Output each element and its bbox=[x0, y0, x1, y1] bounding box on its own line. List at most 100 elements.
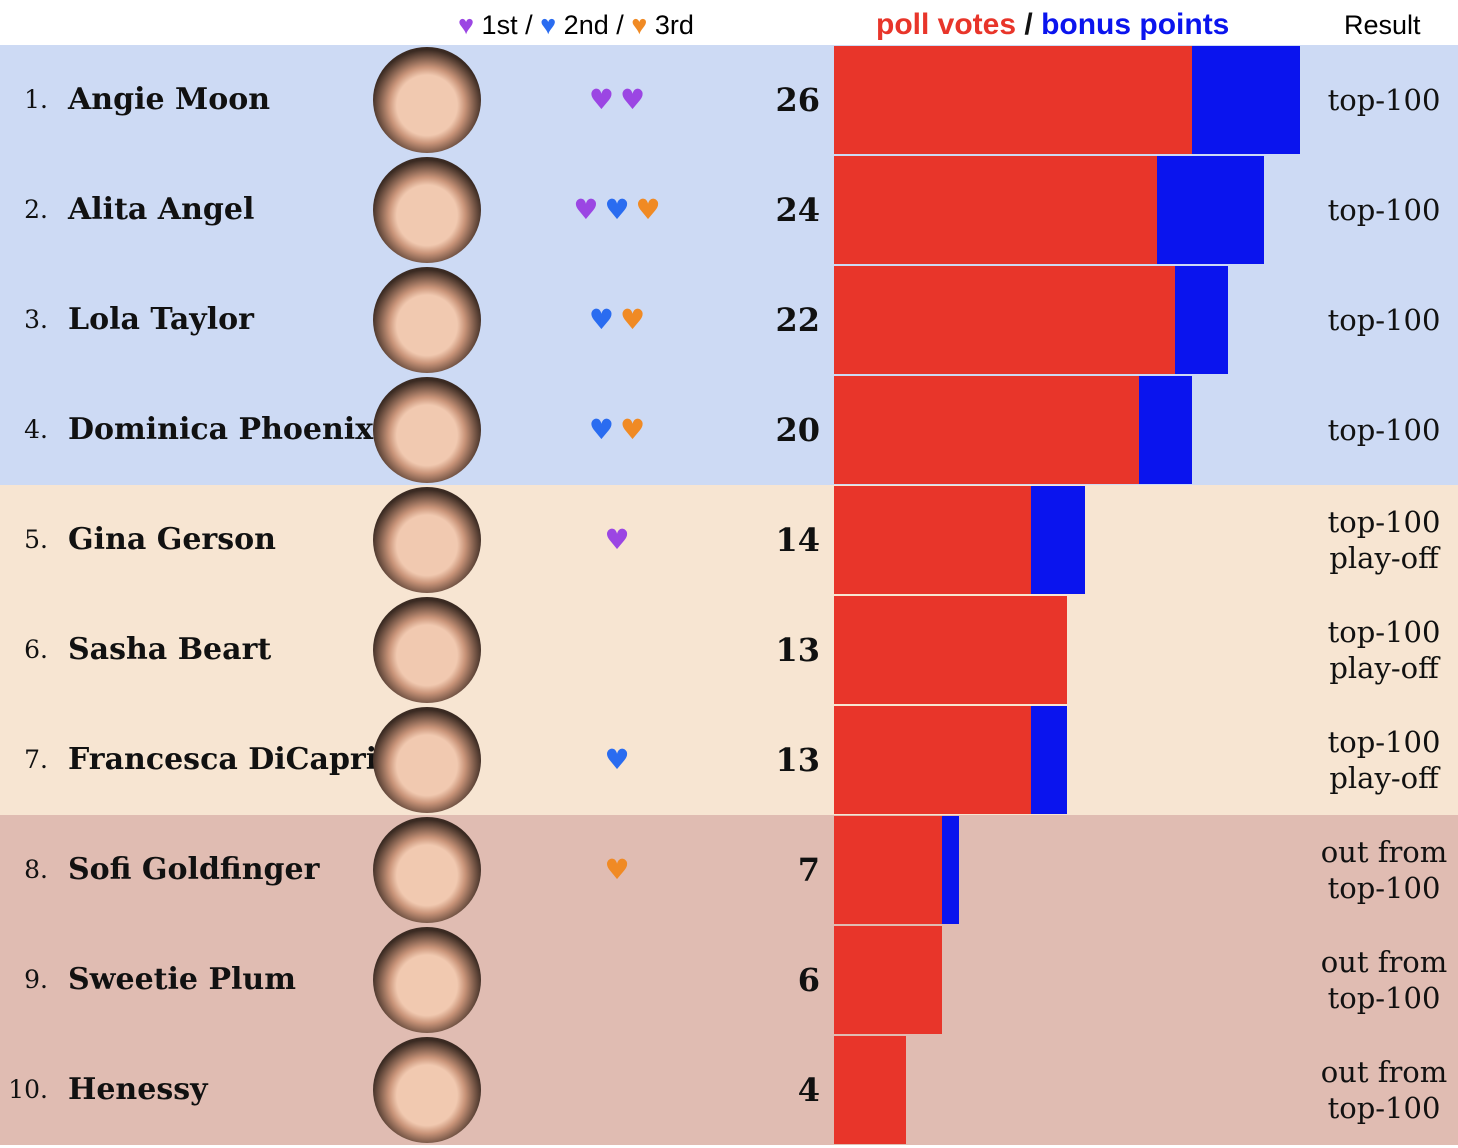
heart-3rd-icon: ♥ bbox=[620, 413, 652, 446]
rank: 2. bbox=[24, 195, 48, 224]
table-row: 1. Angie Moon ♥♥ 26 top-100 bbox=[0, 45, 1458, 155]
contestant-name: Lola Taylor bbox=[68, 302, 254, 337]
table-row: 3. Lola Taylor ♥♥ 22 top-100 bbox=[0, 265, 1458, 375]
separator: / bbox=[1024, 8, 1033, 41]
result: out from top-100 bbox=[1310, 1035, 1458, 1145]
bar-poll-votes bbox=[834, 266, 1175, 374]
result-line: top-100 bbox=[1327, 871, 1441, 905]
result: out from top-100 bbox=[1310, 925, 1458, 1035]
heart-3rd-icon: ♥ bbox=[635, 193, 667, 226]
score-label: 22 bbox=[775, 301, 820, 339]
bar-bonus-points bbox=[1031, 706, 1067, 814]
result-line: play-off bbox=[1329, 651, 1439, 685]
result: top-100 bbox=[1310, 265, 1458, 375]
result-line: play-off bbox=[1329, 761, 1439, 795]
avatar bbox=[373, 47, 481, 153]
legend-bonus-points: bonus points bbox=[1041, 8, 1230, 41]
separator: / bbox=[616, 10, 624, 40]
rank: 5. bbox=[24, 525, 48, 554]
table-row: 10. Henessy 4 out from top-100 bbox=[0, 1035, 1458, 1145]
bar-bonus-points bbox=[941, 816, 960, 924]
legend-poll-votes: poll votes bbox=[876, 8, 1017, 41]
score-label: 13 bbox=[775, 631, 820, 669]
contestant-name: Dominica Phoenix bbox=[68, 412, 374, 447]
heart-2nd-icon: ♥ bbox=[588, 303, 620, 336]
result-line: play-off bbox=[1329, 541, 1439, 575]
avatar bbox=[373, 377, 481, 483]
separator: / bbox=[525, 10, 533, 40]
hearts: ♥ bbox=[540, 485, 700, 595]
table-row: 5. Gina Gerson ♥ 14 top-100 play-off bbox=[0, 485, 1458, 595]
legend-second: 2nd bbox=[563, 10, 609, 40]
avatar bbox=[373, 157, 481, 263]
bar-poll-votes bbox=[834, 376, 1139, 484]
score-label: 14 bbox=[775, 521, 820, 559]
score-label: 6 bbox=[797, 961, 820, 999]
heart-3rd-icon: ♥ bbox=[604, 853, 636, 886]
hearts: ♥♥ bbox=[540, 375, 700, 485]
result: top-100 play-off bbox=[1310, 595, 1458, 705]
heart-2nd-icon: ♥ bbox=[604, 193, 636, 226]
avatar bbox=[373, 817, 481, 923]
rank: 3. bbox=[24, 305, 48, 334]
bar-poll-votes bbox=[834, 816, 942, 924]
contestant-name: Sofi Goldfinger bbox=[68, 852, 320, 887]
result: top-100 play-off bbox=[1310, 705, 1458, 815]
score-label: 24 bbox=[775, 191, 820, 229]
contestant-name: Gina Gerson bbox=[68, 522, 276, 557]
rank: 7. bbox=[24, 745, 48, 774]
rank: 6. bbox=[24, 635, 48, 664]
heart-purple-icon: ♥ bbox=[458, 10, 475, 40]
bar-bonus-points bbox=[1156, 156, 1265, 264]
contestant-name: Sweetie Plum bbox=[68, 962, 296, 997]
contestant-name: Sasha Beart bbox=[68, 632, 272, 667]
result: top-100 play-off bbox=[1310, 485, 1458, 595]
heart-2nd-icon: ♥ bbox=[588, 413, 620, 446]
result: top-100 bbox=[1310, 155, 1458, 265]
table-row: 9. Sweetie Plum 6 out from top-100 bbox=[0, 925, 1458, 1035]
avatar bbox=[373, 927, 481, 1033]
bar-poll-votes bbox=[834, 486, 1032, 594]
contestant-name: Francesca DiCaprio bbox=[68, 742, 398, 777]
legend-bars: poll votes / bonus points bbox=[876, 0, 1229, 45]
score-label: 4 bbox=[797, 1071, 820, 1109]
result-line: top-100 bbox=[1327, 1091, 1441, 1125]
hearts: ♥♥ bbox=[540, 45, 700, 155]
hearts: ♥ bbox=[540, 815, 700, 925]
hearts: ♥♥♥ bbox=[540, 155, 700, 265]
heart-blue-icon: ♥ bbox=[540, 10, 557, 40]
bar-poll-votes bbox=[834, 156, 1157, 264]
contestant-name: Angie Moon bbox=[68, 82, 271, 117]
rank: 8. bbox=[24, 855, 48, 884]
result-line: out from bbox=[1320, 1055, 1448, 1089]
bar-poll-votes bbox=[834, 926, 942, 1034]
heart-1st-icon: ♥ bbox=[573, 193, 605, 226]
legend-first: 1st bbox=[481, 10, 518, 40]
heart-2nd-icon: ♥ bbox=[604, 743, 636, 776]
legend-hearts: ♥ 1st / ♥ 2nd / ♥ 3rd bbox=[458, 0, 694, 45]
heart-orange-icon: ♥ bbox=[631, 10, 648, 40]
table-row: 6. Sasha Beart 13 top-100 play-off bbox=[0, 595, 1458, 705]
rank: 1. bbox=[24, 85, 48, 114]
score-label: 13 bbox=[775, 741, 820, 779]
bar-poll-votes bbox=[834, 1036, 906, 1144]
contestant-name: Henessy bbox=[68, 1072, 208, 1107]
bar-bonus-points bbox=[1031, 486, 1085, 594]
result-line: top-100 bbox=[1327, 413, 1441, 447]
hearts: ♥ bbox=[540, 705, 700, 815]
bar-poll-votes bbox=[834, 706, 1032, 814]
rank: 4. bbox=[24, 415, 48, 444]
result-line: top-100 bbox=[1327, 981, 1441, 1015]
heart-1st-icon: ♥ bbox=[588, 83, 620, 116]
contestant-name: Alita Angel bbox=[68, 192, 255, 227]
bar-bonus-points bbox=[1192, 46, 1300, 154]
avatar bbox=[373, 1037, 481, 1143]
score-label: 7 bbox=[797, 851, 820, 889]
legend-third: 3rd bbox=[654, 10, 694, 40]
result-line: top-100 bbox=[1327, 725, 1441, 759]
bar-poll-votes bbox=[834, 596, 1067, 704]
table-row: 2. Alita Angel ♥♥♥ 24 top-100 bbox=[0, 155, 1458, 265]
avatar bbox=[373, 597, 481, 703]
heart-3rd-icon: ♥ bbox=[620, 303, 652, 336]
result-line: top-100 bbox=[1327, 303, 1441, 337]
